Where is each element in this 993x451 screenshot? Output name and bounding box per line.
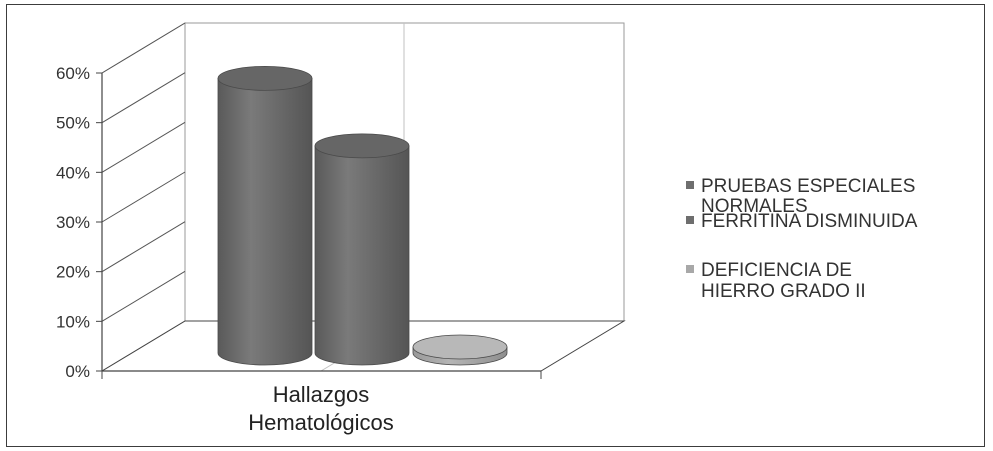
chart-frame: 0% 10% 20% 30% 40% 50% 60% Hallazgos Hematológ… [6,4,985,447]
y-tick-label: 10% [56,312,90,331]
x-axis: Hallazgos Hematológicos [101,370,542,435]
legend-swatch [686,265,694,273]
bar-top-cap [314,133,410,159]
chart-svg: 0% 10% 20% 30% 40% 50% 60% Hallazgos Hematológ… [56,22,918,435]
y-tick-label: 30% [56,213,90,232]
bar-body [314,145,410,366]
bars [217,65,508,366]
y-ticks: 0% 10% 20% 30% 40% 50% 60% [56,64,102,381]
gridline-side [101,22,186,74]
legend-swatch [686,216,694,224]
bar-body [217,77,313,366]
legend: PRUEBAS ESPECIALES NORMALES FERRITINA DI… [686,176,918,302]
y-tick-label: 0% [65,362,90,381]
gridline-side [101,270,186,322]
legend-item-deficiencia: DEFICIENCIA DE HIERRO GRADO II [686,260,866,302]
gridline-side [101,221,186,273]
legend-item-ferritina: FERRITINA DISMINUIDA [686,211,918,232]
y-tick-label: 40% [56,163,90,182]
legend-item-pruebas-especiales: PRUEBAS ESPECIALES NORMALES [686,176,915,217]
legend-label-line1: PRUEBAS ESPECIALES [701,176,915,197]
y-tick-label: 50% [56,114,90,133]
legend-label-line1: FERRITINA DISMINUIDA [701,211,918,232]
bar-top-cap [217,65,313,91]
legend-label-line2: NORMALES [701,196,808,217]
x-category-label-line1: Hallazgos [273,382,370,407]
gridline-side [101,121,186,173]
gridline-side [101,72,186,124]
legend-label-line1: DEFICIENCIA DE [701,260,852,281]
legend-swatch [686,181,694,189]
x-category-label-line2: Hematológicos [248,410,394,435]
y-tick-label: 20% [56,263,90,282]
bar-cylinder [412,334,508,366]
bar-top-cap [412,334,508,360]
y-tick-label: 60% [56,64,90,83]
bar-cylinder [314,133,410,366]
legend-label-line2: HIERRO GRADO II [701,281,866,302]
bar-cylinder [217,65,313,366]
gridlines [101,22,186,322]
gridline-side [101,171,186,223]
